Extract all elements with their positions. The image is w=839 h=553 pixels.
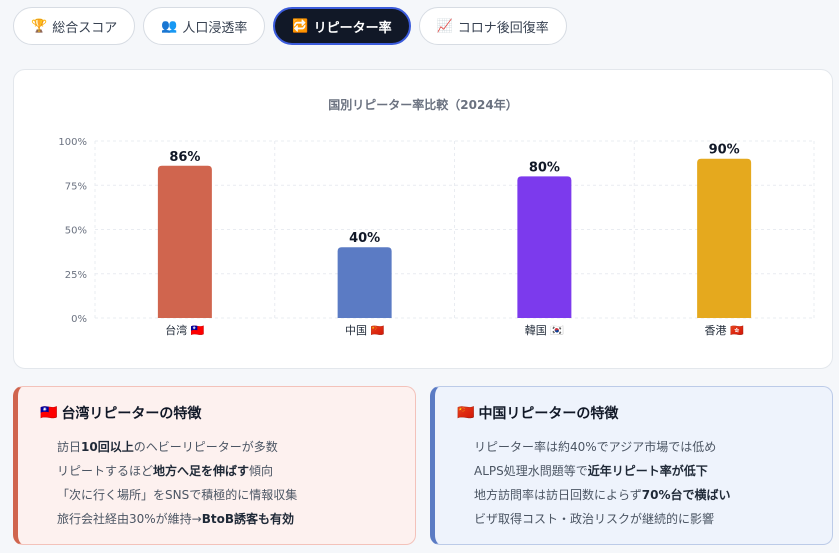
repeat-icon: 🔁 bbox=[292, 18, 309, 34]
data-label: 40% bbox=[349, 231, 380, 246]
trophy-icon: 🏆 bbox=[31, 18, 48, 34]
list-item: リピーター率は約40%でアジア市場では低め bbox=[474, 440, 717, 454]
list-item: ALPS処理水問題等で近年リピート率が低下 bbox=[474, 464, 708, 478]
bar bbox=[157, 165, 212, 318]
tab-label: リピーター率 bbox=[313, 20, 392, 36]
bar bbox=[337, 247, 392, 318]
data-label: 86% bbox=[169, 150, 200, 165]
chart-title: 国別リピーター率比較（2024年） bbox=[328, 98, 518, 112]
x-tick-label: 中国 🇨🇳 bbox=[345, 324, 384, 337]
x-tick-label: 韓国 🇰🇷 bbox=[525, 324, 564, 337]
list-item: 旅行会社経由30%が維持→BtoB誘客も有効 bbox=[57, 512, 295, 526]
list-item: 地方訪問率は訪日回数によらず70%台で横ばい bbox=[474, 488, 731, 502]
feature-list: リピーター率は約40%でアジア市場では低め ALPS処理水問題等で近年リピート率… bbox=[457, 435, 812, 531]
y-tick-label: 25% bbox=[65, 270, 87, 281]
x-tick-label: 台湾 🇹🇼 bbox=[165, 323, 204, 337]
people-icon: 👥 bbox=[161, 18, 178, 34]
china-repeater-panel: 🇨🇳 中国リピーターの特徴 リピーター率は約40%でアジア市場では低め ALPS… bbox=[430, 386, 833, 545]
taiwan-flag-icon: 🇹🇼 bbox=[40, 405, 58, 421]
x-tick-label: 香港 🇭🇰 bbox=[705, 324, 744, 337]
feature-list: 訪日10回以上のヘビーリピーターが多数 リピートするほど地方へ足を伸ばす傾向 「… bbox=[40, 435, 395, 531]
panel-title: 🇹🇼 台湾リピーターの特徴 bbox=[40, 403, 395, 423]
panel-title: 🇨🇳 中国リピーターの特徴 bbox=[457, 403, 812, 423]
tab-population-penetration[interactable]: 👥 人口浸透率 bbox=[143, 7, 266, 45]
bar bbox=[697, 158, 752, 318]
list-item: リピートするほど地方へ足を伸ばす傾向 bbox=[57, 464, 274, 478]
tab-repeater-rate[interactable]: 🔁 リピーター率 bbox=[273, 7, 411, 45]
panel-title-text: 中国リピーターの特徴 bbox=[478, 406, 619, 422]
y-tick-label: 75% bbox=[65, 181, 87, 192]
tab-label: 総合スコア bbox=[52, 20, 118, 36]
data-label: 90% bbox=[709, 143, 740, 158]
y-tick-label: 100% bbox=[58, 137, 87, 148]
list-item: ビザ取得コスト・政治リスクが継続的に影響 bbox=[474, 512, 715, 526]
tab-bar: 🏆 総合スコア 👥 人口浸透率 🔁 リピーター率 📈 コロナ後回復率 bbox=[13, 7, 567, 45]
data-label: 80% bbox=[529, 160, 560, 175]
chart-card: 国別リピーター率比較（2024年） 0% 25% 50% 75% 100% 86% 台湾 🇹… bbox=[13, 69, 833, 369]
y-tick-label: 50% bbox=[65, 226, 87, 237]
chart-up-icon: 📈 bbox=[436, 18, 453, 34]
bar-chart: 0% 25% 50% 75% 100% 86% 台湾 🇹🇼 40% 中国 🇨🇳 80% 韓国 🇰🇷 9… bbox=[58, 137, 815, 337]
china-flag-icon: 🇨🇳 bbox=[457, 405, 475, 421]
tab-label: コロナ後回復率 bbox=[457, 20, 549, 36]
list-item: 訪日10回以上のヘビーリピーターが多数 bbox=[57, 440, 278, 454]
tab-post-covid-recovery[interactable]: 📈 コロナ後回復率 bbox=[418, 7, 567, 45]
list-item: 「次に行く場所」をSNSで積極的に情報収集 bbox=[57, 488, 298, 502]
taiwan-repeater-panel: 🇹🇼 台湾リピーターの特徴 訪日10回以上のヘビーリピーターが多数 リピートする… bbox=[13, 386, 416, 545]
panel-title-text: 台湾リピーターの特徴 bbox=[61, 406, 202, 422]
tab-total-score[interactable]: 🏆 総合スコア bbox=[13, 7, 136, 45]
tab-label: 人口浸透率 bbox=[182, 20, 248, 36]
y-tick-label: 0% bbox=[71, 314, 87, 325]
bar bbox=[517, 176, 572, 318]
